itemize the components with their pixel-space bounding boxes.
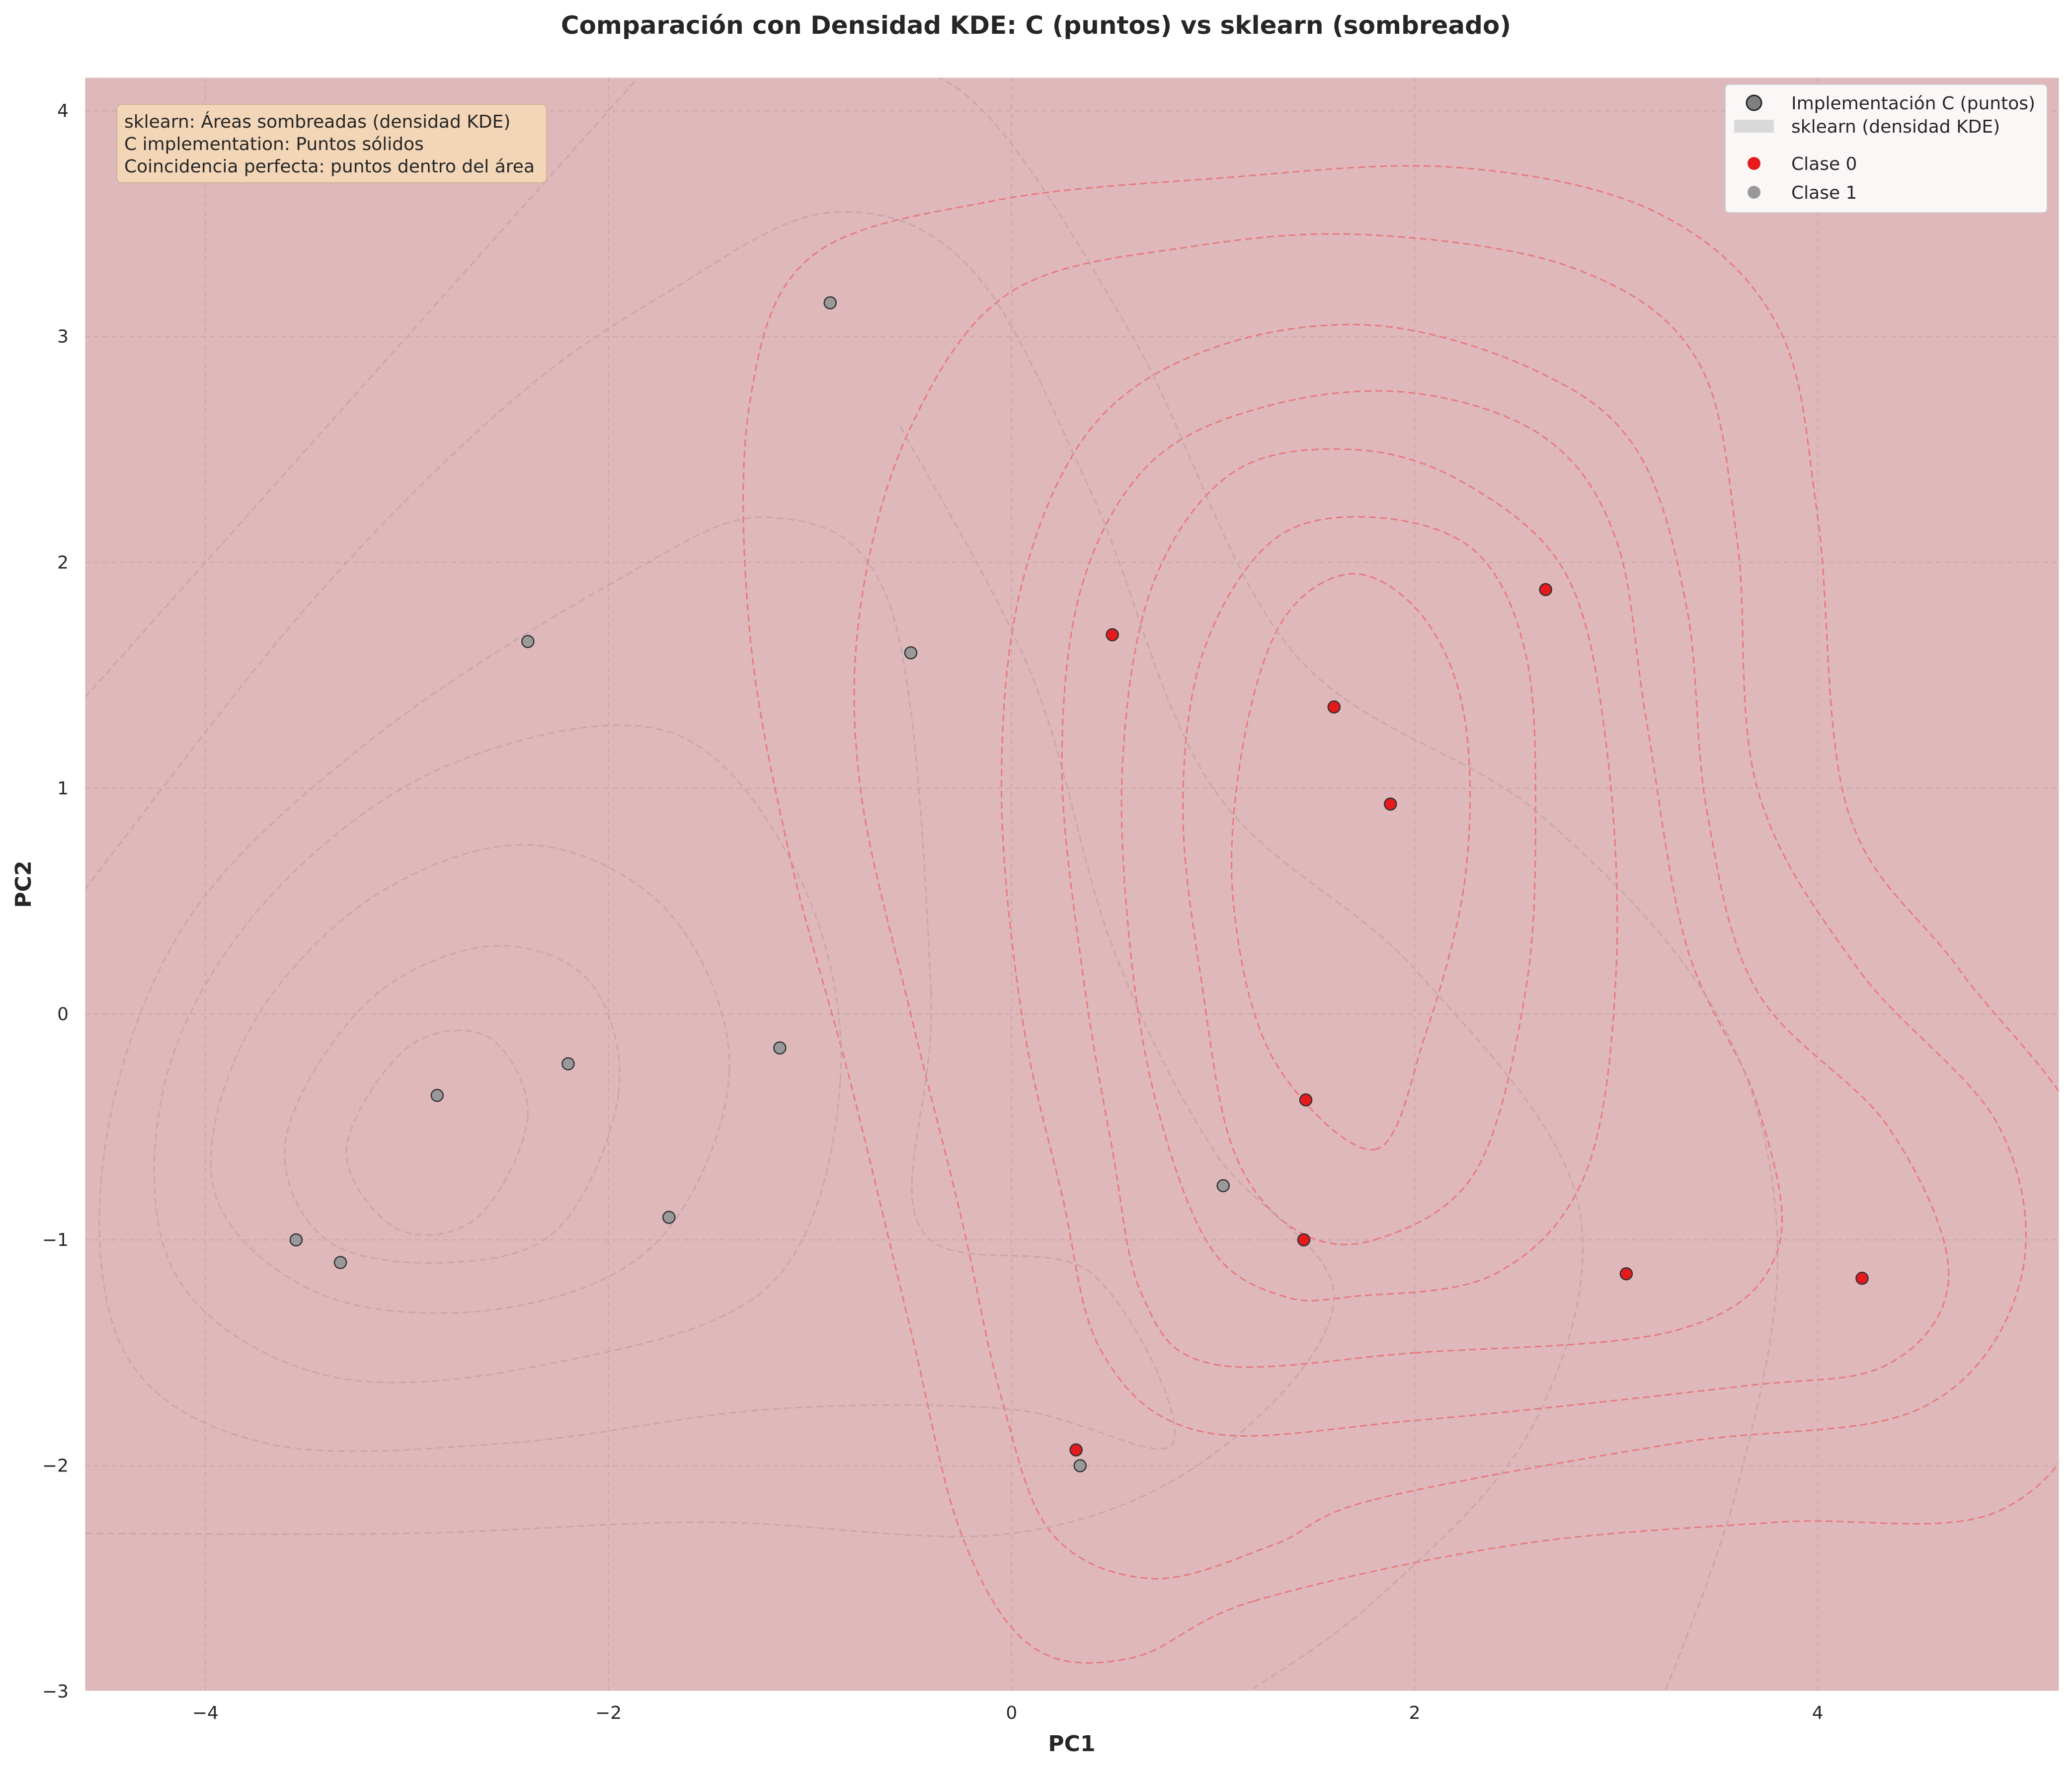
y-tick-label: 4 [57, 101, 69, 121]
point-clase-1 [430, 1088, 444, 1102]
y-tick-label: 3 [57, 327, 69, 347]
point-clase-0 [1106, 628, 1119, 641]
y-tick-label: −1 [42, 1230, 69, 1250]
point-clase-0 [1299, 1093, 1313, 1107]
x-tick-label: −4 [192, 1703, 219, 1723]
y-tick-label: −2 [42, 1456, 69, 1476]
density-contour-clase-1 [345, 1029, 529, 1236]
point-clase-1 [662, 1211, 676, 1224]
point-clase-1 [1073, 1459, 1087, 1472]
point-clase-1 [773, 1041, 787, 1055]
density-contour-clase-1 [153, 724, 842, 1384]
point-clase-0 [1384, 797, 1397, 811]
density-contour-clase-0 [853, 233, 2027, 1580]
annotation-line-1: sklearn: Áreas sombreadas (densidad KDE) [124, 111, 510, 132]
density-contour-clase-0 [1182, 516, 1536, 1245]
point-clase-0 [1855, 1271, 1869, 1285]
x-tick-label: 4 [1812, 1703, 1824, 1723]
y-tick-label: −3 [42, 1682, 69, 1702]
density-contour-clase-0 [1231, 573, 1471, 1151]
density-contour-clase-1 [98, 516, 1176, 1452]
density-contour-clase-1 [84, 211, 1584, 1692]
chart-title: Comparación con Densidad KDE: C (puntos)… [561, 11, 1511, 40]
legend-label-clase-0: Clase 0 [1791, 154, 1857, 174]
legend: Implementación C (puntos) sklearn (densi… [1725, 84, 2048, 213]
density-contour-clase-1 [284, 945, 621, 1264]
density-contour-clase-0 [1000, 323, 1950, 1437]
point-clase-1 [561, 1057, 575, 1071]
y-tick-label: 2 [57, 552, 69, 573]
point-clase-0 [1297, 1233, 1311, 1247]
x-tick-label: −2 [595, 1703, 622, 1723]
point-clase-1 [289, 1233, 303, 1247]
annotation-background [116, 104, 547, 183]
point-clase-0 [1619, 1267, 1633, 1281]
point-clase-1 [521, 635, 535, 648]
legend-background [1725, 84, 2048, 213]
plot-frame [83, 76, 2061, 1693]
x-tick-label: 2 [1409, 1703, 1421, 1723]
density-contour-clase-0 [1061, 390, 1783, 1368]
density-contour-clase-0 [1120, 448, 1618, 1302]
axis-ticks: −4 −2 0 2 4 −3 −2 −1 0 1 2 3 4 [42, 101, 1824, 1723]
legend-marker-sklearn-density [1734, 120, 1774, 133]
legend-label-clase-1: Clase 1 [1791, 183, 1857, 203]
density-contour-clase-1 [84, 426, 1335, 1538]
legend-marker-c-implementation [1746, 94, 1762, 111]
point-clase-0 [1327, 700, 1341, 714]
legend-marker-clase-0 [1748, 157, 1760, 170]
annotation-box: sklearn: Áreas sombreadas (densidad KDE)… [116, 104, 547, 183]
density-contour-clase-1 [210, 844, 730, 1314]
point-clase-1 [333, 1256, 347, 1269]
y-tick-label: 1 [57, 778, 69, 799]
point-clase-1 [1216, 1179, 1230, 1193]
annotation-line-3: Coincidencia perfecta: puntos dentro del… [124, 156, 535, 177]
legend-label-c-implementation: Implementación C (puntos) [1791, 93, 2035, 114]
y-axis-label: PC2 [11, 860, 36, 908]
legend-marker-clase-1 [1748, 186, 1760, 199]
data-points [289, 296, 1869, 1472]
point-clase-0 [1069, 1443, 1083, 1457]
annotation-line-2: C implementation: Puntos sólidos [124, 134, 424, 154]
density-contour-clase-1 [937, 77, 1779, 1692]
point-clase-1 [823, 296, 837, 309]
point-clase-0 [1539, 583, 1552, 597]
y-tick-label: 0 [57, 1004, 69, 1024]
point-clase-1 [904, 646, 918, 660]
legend-label-sklearn-density: sklearn (densidad KDE) [1791, 117, 2000, 137]
x-axis-label: PC1 [1048, 1731, 1095, 1757]
kde-density-contours [84, 77, 2060, 1692]
x-tick-label: 0 [1006, 1703, 1017, 1723]
density-contour-clase-1 [84, 77, 640, 698]
